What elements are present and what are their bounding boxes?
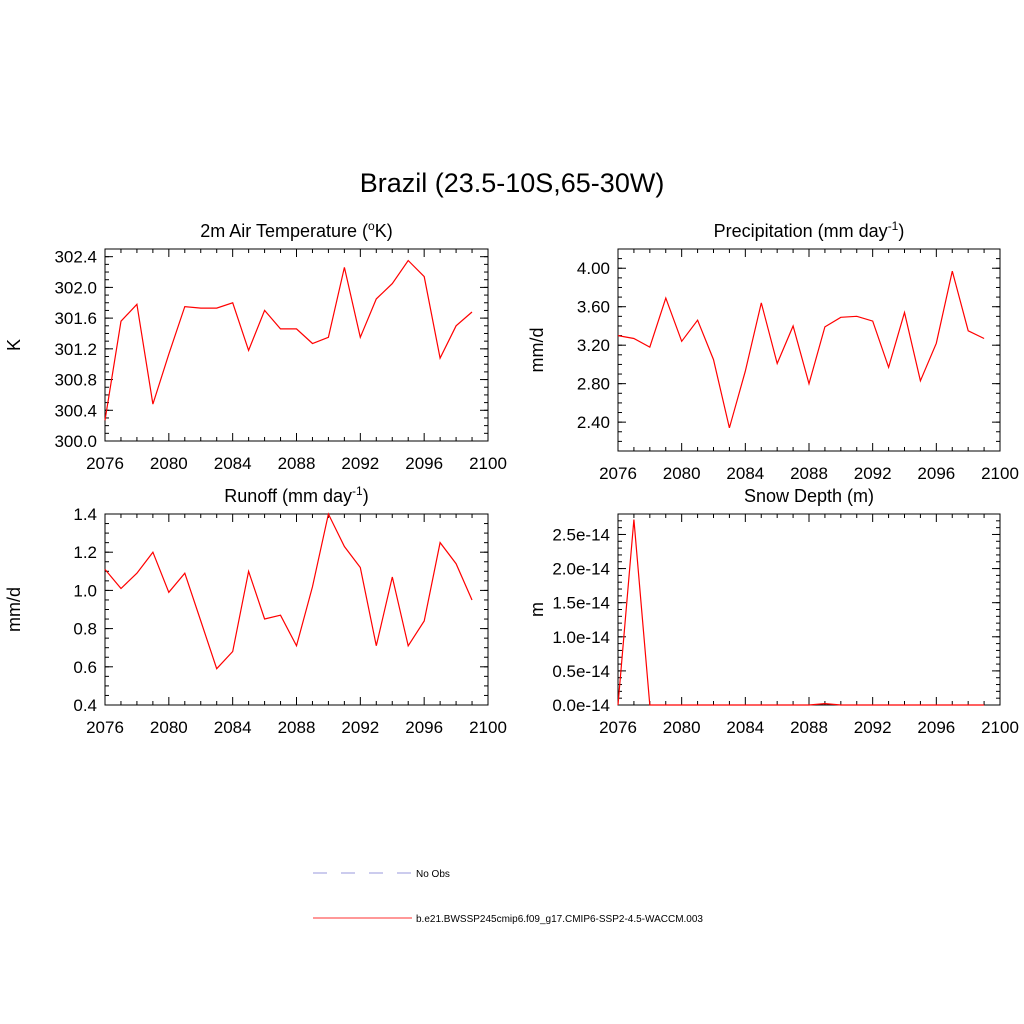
panel-title-main: Precipitation (mm day: [714, 221, 888, 241]
x-tick-label: 2096: [405, 454, 443, 473]
panel-title-main: Snow Depth (m): [744, 486, 874, 506]
y-axis-label: mm/d: [4, 587, 24, 632]
y-tick-label: 300.8: [54, 371, 97, 390]
panel-title-sup: -1: [352, 484, 363, 498]
y-tick-label: 1.0: [73, 581, 97, 600]
y-tick-label: 300.4: [54, 401, 97, 420]
x-tick-label: 2084: [214, 454, 252, 473]
y-axis-label: mm/d: [527, 328, 547, 373]
legend-label-2: b.e21.BWSSP245cmip6.f09_g17.CMIP6-SSP2-4…: [416, 914, 703, 925]
panel-title-sup: -1: [888, 219, 899, 233]
x-tick-label: 2080: [150, 718, 188, 737]
x-tick-label: 2100: [469, 718, 507, 737]
plot-frame: [104, 513, 489, 706]
x-tick-label: 2076: [86, 718, 124, 737]
y-tick-label: 300.0: [54, 432, 97, 451]
panel-4: Snow Depth (m) m 2076 2080 2084 2088 2092 2096 2…: [527, 486, 1019, 737]
x-tick-label: 2080: [663, 718, 701, 737]
panel-title: Precipitation (mm day-1): [714, 219, 905, 241]
x-tick-label: 2096: [917, 464, 955, 483]
plot-frame: [104, 248, 489, 442]
y-tick-label: 2.40: [577, 413, 610, 432]
y-tick-label: 0.4: [73, 696, 97, 715]
x-tick-label: 2092: [341, 454, 379, 473]
y-tick-label: 1.2: [73, 543, 97, 562]
panel-title-tail: ): [898, 221, 904, 241]
series-line: [617, 270, 985, 429]
x-tick-label: 2096: [917, 718, 955, 737]
y-tick-label: 302.0: [54, 278, 97, 297]
panel-title-main: Runoff (mm day: [224, 486, 352, 506]
panel-1: 2m Air Temperature (oK) K 2076 2080 2084 2088…: [4, 219, 507, 473]
panel-3: Runoff (mm day-1) mm/d 2076 2080 2084 2088 209…: [4, 484, 507, 737]
series-line: [104, 259, 473, 421]
y-axis-label: K: [4, 339, 24, 351]
x-tick-label: 2100: [981, 718, 1019, 737]
legend-label-1: No Obs: [416, 869, 450, 880]
panel-title-main: 2m Air Temperature (: [200, 221, 368, 241]
panel-title-tail: ): [363, 486, 369, 506]
plot-frame: [617, 513, 1001, 706]
x-tick-label: 2096: [405, 718, 443, 737]
x-tick-label: 2076: [86, 454, 124, 473]
x-tick-label: 2084: [726, 718, 764, 737]
y-tick-label: 3.60: [577, 298, 610, 317]
y-tick-label: 1.4: [73, 505, 97, 524]
y-tick-label: 2.0e-14: [552, 560, 610, 579]
y-tick-label: 0.6: [73, 658, 97, 677]
y-tick-label: 3.20: [577, 336, 610, 355]
series-line: [104, 512, 473, 670]
y-tick-label: 0.5e-14: [552, 662, 610, 681]
x-tick-label: 2080: [150, 454, 188, 473]
panel-title: 2m Air Temperature (oK): [200, 219, 392, 241]
y-tick-label: 1.0e-14: [552, 628, 610, 647]
y-tick-label: 0.0e-14: [552, 696, 610, 715]
x-tick-label: 2092: [854, 464, 892, 483]
x-tick-label: 2088: [278, 454, 316, 473]
x-tick-label: 2100: [469, 454, 507, 473]
panel-title: Snow Depth (m): [744, 486, 874, 506]
panel-title-tail: K): [375, 221, 393, 241]
y-axis-label: m: [527, 602, 547, 617]
y-tick-label: 301.2: [54, 340, 97, 359]
x-tick-label: 2088: [790, 718, 828, 737]
y-tick-label: 4.00: [577, 259, 610, 278]
panel-title: Runoff (mm day-1): [224, 484, 368, 506]
legend: No Obs b.e21.BWSSP245cmip6.f09_g17.CMIP6-…: [313, 869, 703, 925]
y-tick-label: 0.8: [73, 620, 97, 639]
x-tick-label: 2088: [790, 464, 828, 483]
x-tick-label: 2080: [663, 464, 701, 483]
plot-frame: [617, 248, 1001, 452]
x-tick-label: 2076: [599, 464, 637, 483]
y-tick-label: 2.80: [577, 375, 610, 394]
y-tick-label: 302.4: [54, 248, 97, 267]
x-tick-label: 2088: [278, 718, 316, 737]
x-tick-label: 2092: [341, 718, 379, 737]
y-tick-label: 2.5e-14: [552, 525, 610, 544]
panel-2: Precipitation (mm day-1) mm/d 2076 2080 2084…: [527, 219, 1019, 483]
y-tick-label: 301.6: [54, 309, 97, 328]
x-tick-label: 2084: [214, 718, 252, 737]
series-line: [617, 519, 985, 706]
x-tick-label: 2076: [599, 718, 637, 737]
x-tick-label: 2092: [854, 718, 892, 737]
panel-title-sup: o: [368, 219, 375, 233]
x-tick-label: 2100: [981, 464, 1019, 483]
figure-title: Brazil (23.5-10S,65-30W): [359, 168, 665, 198]
x-tick-label: 2084: [726, 464, 764, 483]
y-tick-label: 1.5e-14: [552, 594, 610, 613]
